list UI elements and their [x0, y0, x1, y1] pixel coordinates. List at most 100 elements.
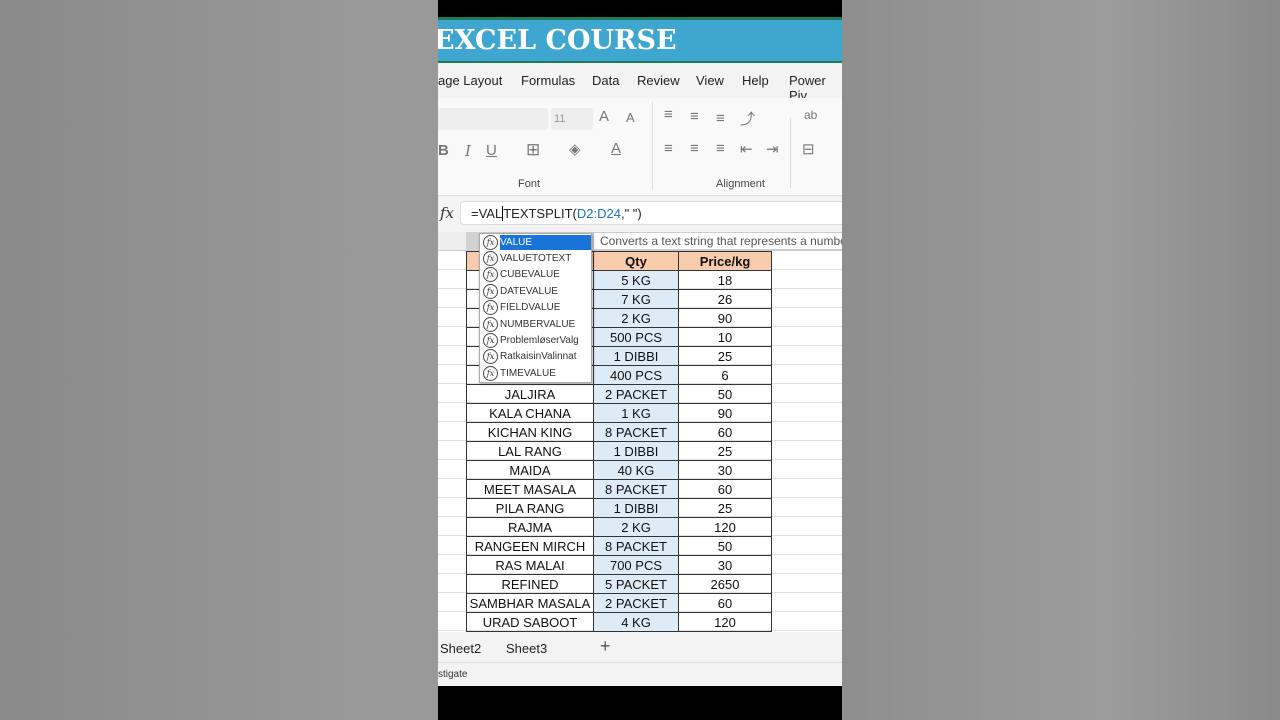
- qty-cell[interactable]: 2 PACKET: [593, 384, 679, 404]
- price-cell[interactable]: 90: [678, 403, 772, 423]
- price-cell[interactable]: 6: [678, 365, 772, 385]
- item-cell[interactable]: SAMBHAR MASALA: [466, 593, 594, 613]
- price-cell[interactable]: 60: [678, 593, 772, 613]
- autocomplete-item[interactable]: fx FIELDVALUE: [480, 300, 591, 316]
- font-color-icon[interactable]: A: [611, 140, 622, 157]
- underline-icon[interactable]: U: [486, 142, 497, 159]
- align-center-icon[interactable]: ≡: [690, 140, 699, 157]
- qty-cell[interactable]: 400 PCS: [593, 365, 679, 385]
- price-cell[interactable]: 18: [678, 270, 772, 290]
- price-cell[interactable]: 25: [678, 346, 772, 366]
- autocomplete-item[interactable]: fx NUMBERVALUE: [480, 316, 591, 332]
- price-cell[interactable]: 26: [678, 289, 772, 309]
- align-right-icon[interactable]: ≡: [716, 140, 725, 157]
- qty-cell[interactable]: 2 PACKET: [593, 593, 679, 613]
- wrap-text-icon[interactable]: ab: [804, 108, 818, 122]
- autocomplete-item[interactable]: fx CUBEVALUE: [480, 267, 591, 283]
- price-cell[interactable]: 120: [678, 612, 772, 632]
- align-bottom-icon[interactable]: ≡: [716, 110, 725, 127]
- qty-cell[interactable]: 1 KG: [593, 403, 679, 423]
- price-cell[interactable]: 10: [678, 327, 772, 347]
- insert-function-icon[interactable]: fx: [440, 204, 455, 222]
- autocomplete-item[interactable]: fx ProblemløserValg: [480, 332, 591, 349]
- item-cell[interactable]: KICHAN KING: [466, 422, 594, 442]
- table-row: MAIDA 40 KG 30: [466, 460, 772, 480]
- price-cell[interactable]: 90: [678, 308, 772, 328]
- price-cell[interactable]: Price/kg: [678, 251, 772, 271]
- align-left-icon[interactable]: ≡: [664, 140, 673, 157]
- autocomplete-dropdown[interactable]: fx VALUE fx VALUETOTEXT fx CUBEVALUE fx DATEVAL…: [479, 233, 592, 383]
- borders-icon[interactable]: ⊞: [526, 140, 541, 159]
- item-cell[interactable]: RANGEEN MIRCH: [466, 536, 594, 556]
- price-cell[interactable]: 30: [678, 460, 772, 480]
- tab-data[interactable]: Data: [592, 73, 620, 88]
- decrease-indent-icon[interactable]: ⇤: [740, 141, 753, 158]
- item-cell[interactable]: PILA RANG: [466, 498, 594, 518]
- qty-cell[interactable]: 500 PCS: [593, 327, 679, 347]
- font-size-select[interactable]: 11: [551, 108, 593, 130]
- qty-cell[interactable]: 1 DIBBI: [593, 441, 679, 461]
- qty-cell[interactable]: 7 KG: [593, 289, 679, 309]
- autocomplete-item[interactable]: fx RatkaisinValinnat: [480, 349, 591, 365]
- qty-cell[interactable]: 8 PACKET: [593, 479, 679, 499]
- orientation-icon[interactable]: ⤴: [740, 111, 756, 128]
- align-middle-icon[interactable]: ≡: [690, 108, 699, 125]
- sheet-tab-sheet2[interactable]: Sheet2: [440, 641, 482, 656]
- qty-cell[interactable]: 2 KG: [593, 308, 679, 328]
- qty-cell[interactable]: 5 KG: [593, 270, 679, 290]
- price-cell[interactable]: 120: [678, 517, 772, 537]
- qty-cell[interactable]: 1 DIBBI: [593, 346, 679, 366]
- fill-color-icon[interactable]: ◈: [569, 141, 581, 158]
- autocomplete-item[interactable]: fx TIMEVALUE: [480, 365, 591, 381]
- decrease-font-icon[interactable]: A: [626, 110, 635, 125]
- item-cell[interactable]: RAJMA: [466, 517, 594, 537]
- price-cell[interactable]: 30: [678, 555, 772, 575]
- increase-font-icon[interactable]: A: [599, 108, 610, 125]
- price-cell[interactable]: 50: [678, 384, 772, 404]
- autocomplete-item[interactable]: fx DATEVALUE: [480, 283, 591, 299]
- autocomplete-item[interactable]: fx VALUE: [480, 234, 591, 250]
- qty-cell[interactable]: 40 KG: [593, 460, 679, 480]
- autocomplete-item[interactable]: fx VALUETOTEXT: [480, 250, 591, 267]
- increase-indent-icon[interactable]: ⇥: [766, 141, 779, 158]
- price-cell[interactable]: 25: [678, 498, 772, 518]
- table-row: REFINED 5 PACKET 2650: [466, 574, 772, 594]
- qty-cell[interactable]: 2 KG: [593, 517, 679, 537]
- item-cell[interactable]: REFINED: [466, 574, 594, 594]
- tab-view[interactable]: View: [696, 73, 724, 88]
- merge-center-icon[interactable]: ⊟: [802, 141, 815, 158]
- item-cell[interactable]: RAS MALAI: [466, 555, 594, 575]
- item-cell[interactable]: URAD SABOOT: [466, 612, 594, 632]
- qty-cell[interactable]: 700 PCS: [593, 555, 679, 575]
- bold-icon[interactable]: B: [438, 142, 449, 159]
- item-cell[interactable]: KALA CHANA: [466, 403, 594, 423]
- item-cell[interactable]: LAL RANG: [466, 441, 594, 461]
- italic-icon[interactable]: I: [465, 142, 471, 160]
- price-cell[interactable]: 50: [678, 536, 772, 556]
- qty-cell[interactable]: 8 PACKET: [593, 536, 679, 556]
- tab-help[interactable]: Help: [742, 73, 769, 88]
- price-cell[interactable]: 60: [678, 479, 772, 499]
- price-cell[interactable]: 25: [678, 441, 772, 461]
- tab-formulas[interactable]: Formulas: [521, 73, 576, 88]
- qty-cell[interactable]: 8 PACKET: [593, 422, 679, 442]
- price-cell[interactable]: 2650: [678, 574, 772, 594]
- font-name-select[interactable]: [438, 108, 548, 130]
- item-cell[interactable]: MEET MASALA: [466, 479, 594, 499]
- add-sheet-button[interactable]: +: [600, 636, 611, 656]
- item-cell[interactable]: JALJIRA: [466, 384, 594, 404]
- qty-cell[interactable]: Qty: [593, 251, 679, 271]
- tab-page-layout[interactable]: age Layout: [438, 73, 503, 88]
- tab-review[interactable]: Review: [637, 73, 680, 88]
- qty-cell[interactable]: 5 PACKET: [593, 574, 679, 594]
- qty-cell[interactable]: 1 DIBBI: [593, 498, 679, 518]
- function-name: FIELDVALUE: [500, 302, 561, 314]
- item-cell[interactable]: MAIDA: [466, 460, 594, 480]
- banner-title: EXCEL COURSE: [438, 25, 677, 56]
- align-top-icon[interactable]: ≡: [664, 106, 673, 123]
- sheet-tab-sheet3[interactable]: Sheet3: [506, 641, 548, 656]
- price-cell[interactable]: 60: [678, 422, 772, 442]
- qty-cell[interactable]: 4 KG: [593, 612, 679, 632]
- formula-input[interactable]: =VALTEXTSPLIT(D2:D24," "): [460, 201, 842, 225]
- course-banner: EXCEL COURSE: [438, 17, 842, 63]
